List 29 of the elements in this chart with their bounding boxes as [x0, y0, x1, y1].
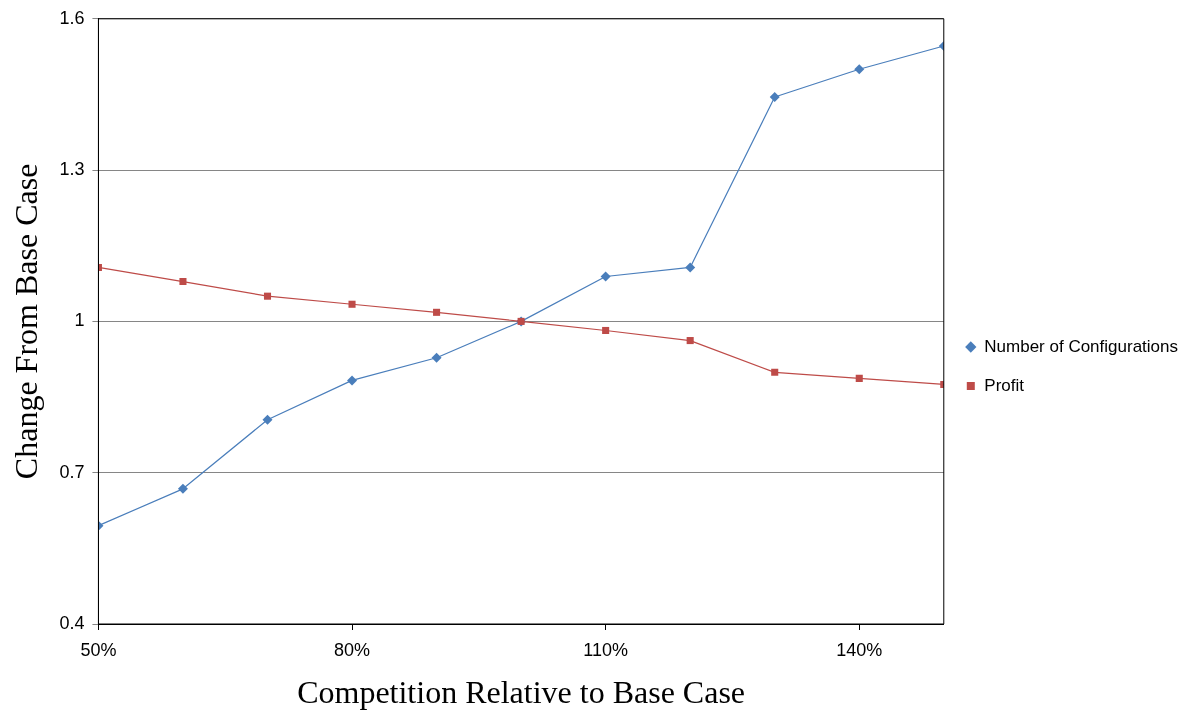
point: [769, 91, 780, 102]
y-tick-label: 1.3: [59, 159, 85, 180]
point: [855, 374, 863, 382]
point: [771, 368, 779, 376]
legend-label: Number of Configurations: [984, 336, 1179, 356]
y-tick-label: 1.6: [59, 7, 85, 28]
point: [433, 308, 441, 316]
point: [262, 414, 273, 425]
point: [685, 262, 696, 273]
point: [600, 271, 611, 282]
y-tick-label: 1: [74, 310, 85, 331]
point: [177, 483, 188, 494]
x-tick-label: 80%: [334, 639, 371, 660]
x-tick-label: 140%: [836, 639, 883, 660]
point: [854, 64, 865, 75]
point: [431, 352, 442, 363]
x-tick-label: 110%: [583, 639, 628, 660]
y-tick-label: 0.4: [59, 612, 85, 633]
point: [347, 375, 358, 386]
point: [602, 326, 610, 335]
legend-label: Profit: [984, 375, 1025, 395]
point: [348, 300, 356, 308]
point: [179, 278, 187, 286]
x-tick-label: 50%: [80, 639, 117, 660]
point: [263, 292, 272, 300]
x-axis-title: Competition Relative to Base Case: [297, 674, 746, 711]
y-tick-label: 0.7: [59, 461, 85, 482]
y-axis-title: Change From Base Case: [7, 163, 44, 480]
point: [686, 337, 694, 345]
